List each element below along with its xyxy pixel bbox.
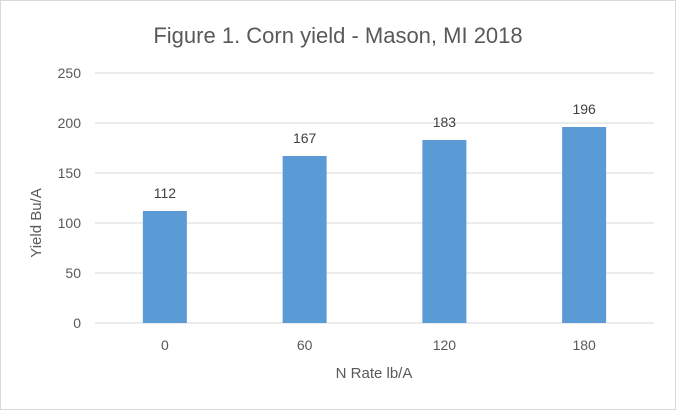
y-tick-label: 0 [73, 315, 81, 331]
data-label: 183 [433, 114, 457, 130]
y-tick-label: 200 [58, 115, 82, 131]
x-axis-ticks: 0 60 120 180 [161, 337, 596, 353]
data-labels: 112 167 183 196 [154, 101, 596, 201]
bar-120 [422, 140, 467, 323]
gridlines [95, 72, 654, 324]
y-axis-ticks: 0 50 100 150 200 250 [58, 65, 82, 331]
bar-60 [282, 156, 327, 323]
bar-180 [562, 127, 607, 323]
bars [142, 127, 607, 323]
x-axis-label: N Rate lb/A [336, 365, 413, 382]
y-axis-label: Yield Bu/A [28, 188, 45, 258]
x-tick-label: 60 [297, 337, 313, 353]
x-tick-label: 180 [572, 337, 596, 353]
chart-title: Figure 1. Corn yield - Mason, MI 2018 [153, 23, 522, 48]
y-tick-label: 150 [58, 165, 82, 181]
data-label: 196 [572, 101, 596, 117]
y-tick-label: 100 [58, 215, 82, 231]
x-tick-label: 120 [433, 337, 457, 353]
y-tick-label: 50 [65, 265, 81, 281]
bar-0 [142, 211, 187, 323]
data-label: 167 [293, 130, 317, 146]
y-tick-label: 250 [58, 65, 82, 81]
data-label: 112 [154, 185, 177, 201]
x-tick-label: 0 [161, 337, 169, 353]
